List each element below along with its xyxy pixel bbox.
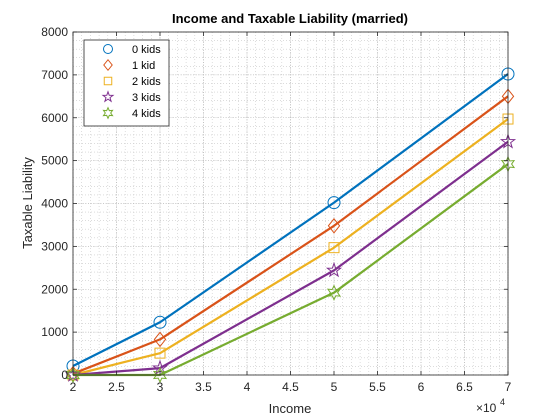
series-line bbox=[72, 95, 509, 375]
x-tick-label: 2.5 bbox=[108, 380, 125, 394]
data-point-diamond bbox=[103, 58, 113, 72]
x-tick-label: 6 bbox=[418, 380, 425, 394]
legend-label: 0 kids bbox=[132, 44, 161, 56]
y-tick-label: 7000 bbox=[41, 68, 68, 82]
data-point-hexagram bbox=[102, 106, 114, 120]
legend-entry: 3 kids bbox=[101, 90, 161, 104]
y-tick-label: 6000 bbox=[41, 111, 68, 125]
legend: 0 kids 1 kid 2 kids 3 kids 4 kids bbox=[83, 39, 170, 127]
axis-ticks bbox=[72, 31, 509, 376]
x-tick-label: 2 bbox=[70, 380, 77, 394]
series-line bbox=[72, 73, 509, 367]
legend-entry: 0 kids bbox=[103, 44, 161, 56]
data-point-square bbox=[154, 347, 166, 359]
x-tick-label: 4 bbox=[244, 380, 251, 394]
x-tick-label: 7 bbox=[505, 380, 512, 394]
x-tick-label: 4.5 bbox=[282, 380, 299, 394]
x-tick-label: 5.5 bbox=[369, 380, 386, 394]
data-point-circle bbox=[103, 44, 113, 54]
data-point-diamond bbox=[153, 331, 167, 348]
x-tick-label: 3 bbox=[157, 380, 164, 394]
data-point-hexagram bbox=[326, 284, 342, 301]
legend-box bbox=[83, 39, 170, 127]
data-point-square bbox=[328, 242, 340, 254]
data-point-hexagram bbox=[152, 366, 168, 384]
x-tick-label: 5 bbox=[331, 380, 338, 394]
data-point-square bbox=[103, 76, 113, 86]
legend-entry: 1 kid bbox=[103, 58, 155, 72]
x-axis-exponent: ×10 4 bbox=[476, 397, 505, 415]
y-tick-label: 3000 bbox=[41, 239, 68, 253]
y-tick-label: 8000 bbox=[41, 25, 68, 39]
y-tick-label: 0 bbox=[61, 368, 68, 382]
legend-entry: 2 kids bbox=[103, 76, 161, 88]
y-tick-labels: 0 1000 2000 3000 4000 5000 6000 7000 8000 bbox=[41, 25, 68, 382]
legend-label: 1 kid bbox=[132, 60, 155, 72]
data-point-circle bbox=[153, 315, 167, 329]
y-tick-label: 2000 bbox=[41, 282, 68, 296]
legend-label: 4 kids bbox=[132, 108, 161, 120]
data-point-diamond bbox=[327, 217, 341, 234]
data-point-pentagram bbox=[325, 261, 343, 278]
y-tick-label: 1000 bbox=[41, 325, 68, 339]
series-group bbox=[66, 67, 515, 373]
x-axis-label: Income bbox=[269, 401, 312, 416]
y-axis-label: Taxable Liability bbox=[20, 157, 35, 249]
x-tick-label: 6.5 bbox=[456, 380, 473, 394]
data-point-pentagram bbox=[151, 359, 169, 376]
legend-label: 2 kids bbox=[132, 76, 161, 88]
y-tick-label: 4000 bbox=[41, 197, 68, 211]
data-point-circle bbox=[327, 196, 341, 210]
y-tick-label: 5000 bbox=[41, 154, 68, 168]
legend-label: 3 kids bbox=[132, 92, 161, 104]
series-line bbox=[72, 118, 509, 377]
legend-entry: 4 kids bbox=[102, 106, 161, 120]
series-group bbox=[66, 88, 515, 382]
x-tick-label: 3.5 bbox=[195, 380, 212, 394]
chart-title: Income and Taxable Liability (married) bbox=[172, 11, 408, 26]
data-point-hexagram bbox=[65, 366, 81, 384]
x-exponent-base: ×10 bbox=[476, 401, 497, 415]
x-tick-labels: 2 2.5 3 3.5 4 4.5 5 5.5 6 6.5 7 bbox=[70, 380, 512, 394]
data-point-pentagram bbox=[101, 90, 115, 103]
x-exponent-power: 4 bbox=[500, 397, 505, 407]
